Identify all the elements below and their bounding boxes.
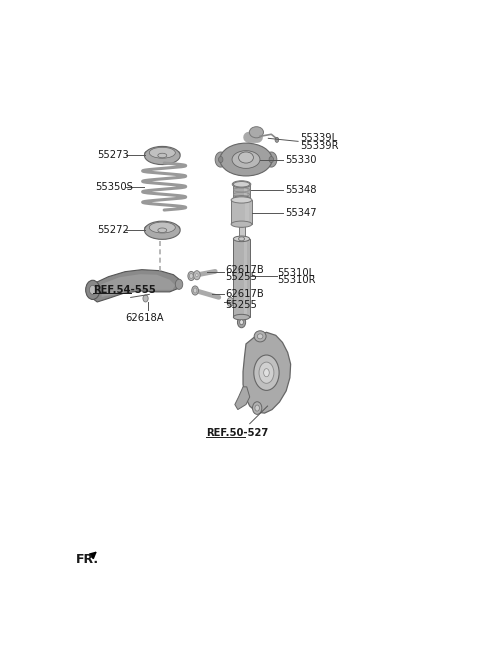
- Ellipse shape: [229, 300, 231, 304]
- Text: 55339L: 55339L: [300, 133, 337, 143]
- Ellipse shape: [158, 228, 167, 232]
- Polygon shape: [245, 200, 249, 224]
- Ellipse shape: [257, 334, 263, 339]
- Ellipse shape: [151, 225, 156, 230]
- Ellipse shape: [239, 223, 244, 227]
- Ellipse shape: [160, 224, 165, 229]
- Text: 55272: 55272: [97, 225, 129, 236]
- Ellipse shape: [249, 127, 264, 138]
- Ellipse shape: [233, 236, 250, 241]
- Ellipse shape: [266, 152, 277, 167]
- Ellipse shape: [176, 226, 180, 231]
- Ellipse shape: [143, 295, 148, 302]
- Ellipse shape: [144, 226, 149, 231]
- Ellipse shape: [232, 181, 251, 188]
- Ellipse shape: [255, 405, 259, 411]
- Ellipse shape: [220, 143, 272, 176]
- Ellipse shape: [169, 150, 173, 155]
- Ellipse shape: [264, 369, 269, 377]
- Text: 62617B: 62617B: [225, 264, 264, 275]
- Ellipse shape: [176, 152, 180, 156]
- Ellipse shape: [193, 288, 197, 293]
- Ellipse shape: [188, 272, 194, 281]
- Ellipse shape: [89, 285, 96, 295]
- Text: 55350S: 55350S: [96, 182, 133, 192]
- Ellipse shape: [231, 197, 252, 203]
- Polygon shape: [233, 239, 250, 317]
- Text: 55310R: 55310R: [277, 276, 316, 285]
- Ellipse shape: [144, 146, 180, 165]
- Ellipse shape: [160, 150, 165, 154]
- Ellipse shape: [240, 319, 243, 325]
- Text: 55310L: 55310L: [277, 268, 315, 278]
- Polygon shape: [244, 184, 247, 198]
- Text: 55255: 55255: [225, 300, 257, 310]
- Ellipse shape: [192, 286, 198, 295]
- Text: FR.: FR.: [76, 553, 99, 566]
- Ellipse shape: [231, 221, 252, 228]
- Ellipse shape: [144, 221, 180, 239]
- Ellipse shape: [275, 137, 279, 142]
- Ellipse shape: [190, 274, 193, 279]
- Ellipse shape: [85, 280, 100, 299]
- Text: 55339R: 55339R: [300, 142, 338, 152]
- Ellipse shape: [239, 152, 253, 163]
- Text: 62617B: 62617B: [225, 289, 264, 299]
- Ellipse shape: [215, 152, 226, 167]
- Polygon shape: [233, 184, 250, 198]
- Ellipse shape: [233, 195, 250, 201]
- Ellipse shape: [149, 222, 175, 233]
- Ellipse shape: [196, 274, 198, 277]
- Text: 55273: 55273: [97, 150, 129, 161]
- Ellipse shape: [269, 157, 274, 163]
- Ellipse shape: [149, 148, 175, 158]
- Ellipse shape: [169, 225, 173, 230]
- Ellipse shape: [158, 154, 167, 158]
- Ellipse shape: [238, 317, 246, 328]
- Ellipse shape: [144, 152, 149, 156]
- Polygon shape: [231, 200, 252, 224]
- Text: 55348: 55348: [285, 185, 317, 195]
- Text: 55347: 55347: [285, 207, 317, 218]
- Text: REF.54-555: REF.54-555: [94, 285, 156, 295]
- Polygon shape: [239, 225, 244, 239]
- Ellipse shape: [252, 401, 262, 415]
- Ellipse shape: [175, 279, 183, 289]
- Text: 55330: 55330: [285, 155, 317, 165]
- Text: 62618A: 62618A: [125, 313, 164, 323]
- Ellipse shape: [233, 314, 250, 320]
- Ellipse shape: [227, 297, 234, 306]
- Ellipse shape: [233, 182, 250, 187]
- Ellipse shape: [193, 271, 200, 279]
- Polygon shape: [244, 239, 247, 317]
- Ellipse shape: [254, 355, 279, 390]
- Ellipse shape: [218, 157, 223, 163]
- Text: REF.50-527: REF.50-527: [206, 428, 268, 438]
- Ellipse shape: [254, 331, 266, 342]
- Polygon shape: [235, 387, 250, 409]
- Polygon shape: [243, 333, 290, 413]
- Ellipse shape: [232, 151, 260, 169]
- Ellipse shape: [259, 362, 274, 383]
- Ellipse shape: [239, 237, 244, 241]
- Polygon shape: [242, 225, 244, 239]
- Text: 55255: 55255: [225, 272, 257, 281]
- Ellipse shape: [151, 150, 156, 155]
- Polygon shape: [101, 274, 175, 297]
- Polygon shape: [91, 270, 181, 302]
